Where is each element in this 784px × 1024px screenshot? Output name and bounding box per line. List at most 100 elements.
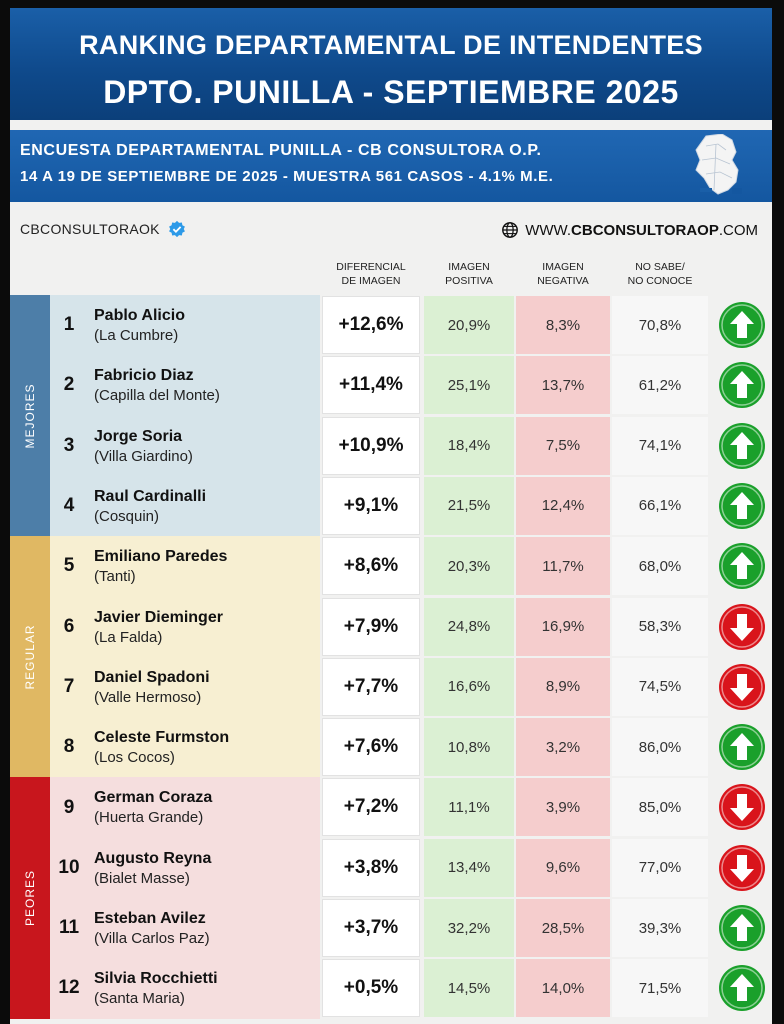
diferencial-value: +3,8% — [322, 838, 420, 897]
negativa-value: 3,9% — [516, 778, 610, 837]
candidate-name: Pablo Alicio — [94, 307, 185, 324]
column-header-diferencial: DIFERENCIAL DE IMAGEN — [322, 260, 420, 288]
cordoba-map-icon — [695, 134, 742, 195]
nosabe-value: 58,3% — [612, 597, 708, 656]
candidate-name: Augusto Reyna — [94, 849, 212, 867]
diferencial-value: +7,7% — [322, 657, 420, 716]
nosabe-value: 86,0% — [612, 718, 708, 777]
candidate-city: (La Falda) — [94, 628, 163, 646]
candidate-city: (Valle Hermoso) — [94, 688, 202, 706]
table-row: 5 Emiliano Paredes (Tanti) +8,6% 20,3% 11,7% 6… — [10, 536, 772, 596]
globe-icon — [502, 222, 519, 238]
arrow-down-icon — [718, 603, 766, 651]
candidate-city: (Capilla del Monte) — [94, 387, 220, 405]
positiva-value: 24,8% — [424, 597, 514, 656]
candidate-city: (Bialet Masse) — [94, 869, 190, 887]
ranking-card: ENCUESTA DEPARTAMENTAL PUNILLA - CB CONS… — [10, 120, 772, 1024]
candidate-city: (Villa Giardino) — [94, 447, 193, 465]
rank-number: 7 — [63, 675, 75, 697]
website-prefix: WWW. — [525, 222, 572, 239]
table-row: 11 Esteban Avilez (Villa Carlos Paz) +3,7% 3… — [10, 898, 772, 958]
arrow-down-icon — [718, 783, 766, 831]
nosabe-value: 74,1% — [612, 416, 708, 475]
positiva-value: 14,5% — [424, 959, 514, 1018]
column-header-nosabe-line1: NO SABE/ — [635, 261, 685, 273]
arrow-down-icon — [718, 844, 766, 892]
positiva-value: 13,4% — [424, 838, 514, 897]
survey-banner: ENCUESTA DEPARTAMENTAL PUNILLA - CB CONS… — [10, 130, 772, 202]
column-header-negativa-line1: IMAGEN — [542, 261, 584, 273]
nosabe-value: 66,1% — [612, 476, 708, 535]
positiva-value: 18,4% — [424, 416, 514, 475]
nosabe-value: 85,0% — [612, 778, 708, 837]
column-header-positiva-line2: POSITIVA — [445, 275, 493, 287]
arrow-up-icon — [718, 361, 766, 409]
nosabe-value: 70,8% — [612, 296, 708, 354]
negativa-value: 8,3% — [516, 296, 610, 354]
nosabe-value: 77,0% — [612, 838, 708, 897]
positiva-value: 25,1% — [424, 356, 514, 415]
candidate-name: German Coraza — [94, 789, 213, 807]
candidate-city: (Santa Maria) — [94, 990, 185, 1008]
positiva-value: 32,2% — [424, 899, 514, 957]
diferencial-value: +0,5% — [322, 959, 420, 1018]
candidate-city: (La Cumbre) — [94, 327, 179, 344]
table-row: 3 Jorge Soria (Villa Giardino) +10,9% 18,4% 7… — [10, 416, 772, 476]
nosabe-value: 68,0% — [612, 537, 708, 596]
rank-number: 8 — [63, 736, 75, 758]
negativa-value: 11,7% — [516, 537, 610, 596]
candidate-city: (Huerta Grande) — [94, 809, 204, 827]
column-header-diferencial-line2: DE IMAGEN — [341, 275, 401, 287]
arrow-up-icon — [718, 482, 766, 530]
positiva-value: 20,3% — [424, 537, 514, 596]
candidate-city: (Los Cocos) — [94, 749, 175, 767]
table-row: 1 Pablo Alicio (La Cumbre) +12,6% 20,9% 8,3% 7… — [10, 295, 772, 355]
arrow-up-icon — [718, 723, 766, 771]
negativa-value: 8,9% — [516, 657, 610, 716]
candidate-name: Emiliano Paredes — [94, 548, 228, 566]
column-header-nosabe: NO SABE/ NO CONOCE — [612, 260, 708, 288]
negativa-value: 12,4% — [516, 476, 610, 535]
website-domain: CBCONSULTORAOP — [571, 222, 719, 239]
candidate-name: Daniel Spadoni — [94, 668, 210, 686]
negativa-value: 14,0% — [516, 959, 610, 1018]
diferencial-value: +12,6% — [322, 296, 420, 354]
rank-number: 4 — [63, 495, 75, 517]
rank-number: 2 — [63, 374, 75, 396]
table-row: 7 Daniel Spadoni (Valle Hermoso) +7,7% 16,6%… — [10, 657, 772, 717]
nosabe-value: 39,3% — [612, 899, 708, 957]
table-row: 8 Celeste Furmston (Los Cocos) +7,6% 10,8% 3,… — [10, 717, 772, 777]
diferencial-value: +3,7% — [322, 899, 420, 957]
section-label: MEJORES — [10, 295, 50, 537]
title-line-1: RANKING DEPARTAMENTAL DE INTENDENTES — [79, 30, 703, 60]
title-banner: RANKING DEPARTAMENTAL DE INTENDENTES DPT… — [10, 8, 772, 120]
column-header-positiva-line1: IMAGEN — [448, 261, 490, 273]
rank-number: 11 — [58, 917, 80, 939]
candidate-name: Esteban Avilez — [94, 910, 206, 927]
arrow-down-icon — [718, 663, 766, 711]
rank-number: 6 — [63, 615, 75, 637]
candidate-name: Jorge Soria — [94, 427, 183, 445]
diferencial-value: +10,9% — [322, 416, 420, 475]
survey-title: ENCUESTA DEPARTAMENTAL PUNILLA - CB CONS… — [20, 142, 542, 159]
section-regular: REGULAR — [10, 536, 320, 778]
brand-handle: CBCONSULTORAOK — [20, 220, 186, 238]
arrow-up-icon — [718, 422, 766, 470]
website[interactable]: WWW.CBCONSULTORAOP.COM — [501, 221, 758, 239]
table-row: 12 Silvia Rocchietti (Santa Maria) +0,5% 14,… — [10, 958, 772, 1018]
column-header-positiva: IMAGEN POSITIVA — [424, 260, 514, 288]
rank-number: 9 — [63, 796, 75, 818]
positiva-value: 20,9% — [424, 296, 514, 354]
diferencial-value: +9,1% — [322, 476, 420, 535]
positiva-value: 21,5% — [424, 476, 514, 535]
negativa-value: 3,2% — [516, 718, 610, 777]
negativa-value: 7,5% — [516, 416, 610, 475]
positiva-value: 10,8% — [424, 718, 514, 777]
column-header-negativa-line2: NEGATIVA — [537, 275, 589, 287]
arrow-up-icon — [718, 301, 766, 349]
positiva-value: 16,6% — [424, 657, 514, 716]
table-row: 4 Raul Cardinalli (Cosquin) +9,1% 21,5% 12,4%… — [10, 476, 772, 536]
candidate-name: Celeste Furmston — [94, 729, 230, 747]
section-label: PEORES — [10, 777, 50, 1019]
table-row: 10 Augusto Reyna (Bialet Masse) +3,8% 13,4% 9… — [10, 838, 772, 898]
